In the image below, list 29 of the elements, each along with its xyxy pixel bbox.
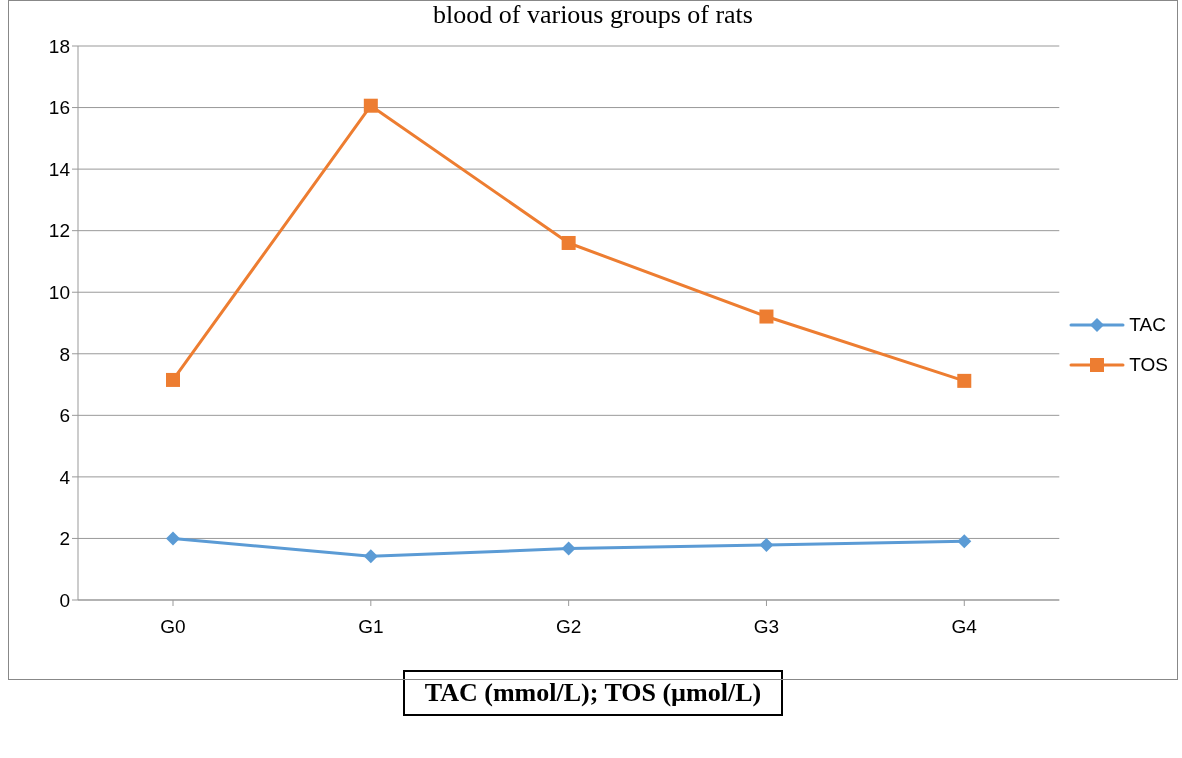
y-tick-label: 8 — [59, 343, 70, 365]
y-tick-label: 10 — [48, 281, 70, 303]
point — [561, 235, 576, 250]
point — [166, 372, 180, 387]
x-tick-label: G3 — [753, 616, 780, 638]
legend-label: TOS — [1129, 354, 1168, 376]
y-tick-label: 12 — [48, 220, 70, 242]
point — [957, 534, 972, 549]
y-tick-label: 14 — [48, 158, 71, 180]
x-tick-label: G1 — [358, 616, 384, 638]
point — [759, 537, 774, 552]
point — [759, 309, 774, 324]
point — [957, 373, 972, 388]
legend-label: TAC — [1129, 314, 1166, 336]
y-tick-label: 4 — [59, 466, 71, 488]
y-tick-label: 6 — [59, 405, 70, 427]
y-tick-label: 0 — [59, 589, 70, 611]
y-tick-label: 16 — [48, 97, 70, 119]
x-tick-label: G2 — [555, 616, 582, 638]
x-tick-label: G4 — [951, 616, 978, 638]
x-tick-label: G0 — [160, 616, 186, 638]
chart-title: blood of various groups of rats — [432, 0, 754, 30]
point — [363, 549, 378, 564]
point — [561, 541, 576, 556]
point — [166, 531, 180, 546]
point — [363, 98, 378, 113]
text: TAC (mmol/L); TOS (µmol/L) — [402, 670, 784, 716]
y-tick-label: 2 — [59, 528, 70, 550]
y-tick-label: 18 — [48, 35, 70, 57]
